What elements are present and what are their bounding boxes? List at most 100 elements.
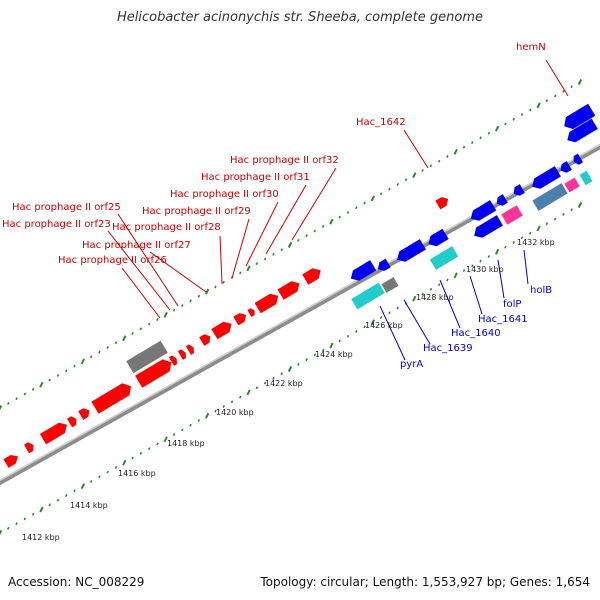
gene-label-hac1642: Hac_1642 — [356, 117, 406, 128]
lower-tick — [338, 339, 341, 343]
reverse-gene-0 — [350, 260, 377, 281]
forward-gene-3 — [67, 416, 77, 428]
lower-tick — [462, 269, 466, 273]
lower-tick — [520, 236, 524, 240]
forward-gene-11 — [211, 321, 232, 340]
scale-label-1428: 1428 kbp — [416, 293, 454, 302]
lower-tick — [15, 522, 18, 526]
lower-tick — [305, 358, 308, 362]
lower-tick — [346, 334, 350, 338]
reverse-gene-cyan-2 — [429, 246, 459, 270]
forward-gene-14 — [254, 293, 279, 314]
lower-tick — [80, 483, 86, 490]
upper-tick — [65, 369, 68, 373]
gene-label-orf32: Hac prophage II orf32 — [230, 155, 339, 166]
upper-tick — [553, 94, 557, 98]
scale-label-1430: 1430 kbp — [466, 265, 504, 274]
upper-tick — [379, 192, 383, 196]
gene-features — [3, 103, 598, 468]
reverse-gene-cyan — [351, 282, 385, 310]
lower-tick — [363, 325, 366, 329]
reverse-gene-steel — [532, 183, 568, 211]
scale-label-1424: 1424 kbp — [315, 350, 353, 359]
upper-tick — [529, 108, 532, 112]
forward-gene-12 — [233, 313, 247, 326]
gene-label-holB: holB — [530, 285, 552, 296]
lower-tick — [577, 202, 583, 208]
blue-callout-4 — [403, 299, 431, 345]
upper-tick — [222, 280, 225, 284]
backbone-line — [0, 143, 600, 486]
forward-gene-8 — [177, 349, 187, 360]
upper-tick — [147, 322, 151, 326]
upper-tick — [570, 85, 573, 89]
lower-tick — [246, 389, 251, 396]
reverse-gene-6 — [513, 184, 525, 196]
upper-tick — [31, 387, 35, 391]
lower-tick — [313, 353, 317, 357]
gene-label-orf29: Hac prophage II orf29 — [142, 206, 251, 217]
forward-gene-4 — [78, 408, 90, 420]
scale-label-1412: 1412 kbp — [22, 533, 60, 542]
lower-tick — [570, 208, 573, 212]
reverse-gene-holb-top — [567, 118, 598, 143]
upper-tick — [446, 155, 449, 158]
reverse-gene-8 — [560, 161, 572, 173]
upper-tick — [214, 285, 217, 289]
accession-text: Accession: NC_008229 — [8, 575, 145, 589]
upper-tick — [131, 332, 134, 335]
red-callout-9 — [149, 251, 207, 293]
lower-tick — [321, 348, 325, 352]
upper-tick — [437, 159, 441, 163]
upper-tick — [471, 141, 474, 145]
upper-tick — [23, 392, 27, 396]
lower-tick — [73, 489, 76, 493]
red-callout-5 — [231, 218, 250, 279]
upper-tick — [363, 201, 366, 205]
forward-gene-16 — [302, 268, 321, 285]
lower-tick — [504, 245, 507, 249]
upper-tick — [462, 145, 466, 149]
upper-tick — [487, 131, 491, 135]
lower-tick — [204, 412, 210, 419]
map-title: Helicobacter acinonychis str. Sheeba, co… — [116, 10, 483, 25]
upper-tick — [106, 345, 109, 349]
scale-label-1414: 1414 kbp — [70, 501, 108, 510]
upper-tick — [297, 238, 300, 242]
gene-label-orf26: Hac prophage II orf26 — [58, 255, 167, 266]
blue-callout-1 — [497, 259, 505, 299]
gene-label-hemN: hemN — [516, 42, 546, 53]
reverse-gene-magenta-2 — [564, 177, 580, 193]
lower-tick — [355, 330, 358, 333]
gene-label-pyrA: pyrA — [400, 359, 423, 370]
upper-tick — [80, 358, 86, 365]
lower-tick — [0, 530, 3, 536]
red-callout-10 — [121, 267, 161, 319]
lower-tick — [553, 217, 557, 221]
lower-tick — [329, 342, 334, 349]
gene-label-folP: folP — [503, 299, 521, 310]
lower-tick — [529, 231, 532, 235]
gene-label-hac1641: Hac_1641 — [478, 314, 528, 325]
lower-tick — [56, 498, 60, 502]
reverse-gene-magenta — [501, 205, 523, 225]
lower-tick — [536, 225, 541, 232]
lower-tick — [412, 295, 417, 302]
upper-tick — [114, 341, 118, 345]
lower-tick — [512, 241, 515, 244]
lower-tick — [65, 494, 68, 497]
lower-tick — [453, 272, 458, 279]
forward-gene-15 — [277, 281, 300, 300]
upper-tick — [545, 99, 549, 103]
reverse-gene-9 — [573, 153, 583, 165]
upper-tick — [15, 397, 18, 401]
reverse-gene-3 — [428, 228, 449, 247]
upper-tick — [346, 210, 350, 214]
lower-tick — [396, 306, 399, 310]
upper-tick — [338, 215, 341, 219]
forward-gene-13 — [247, 308, 255, 317]
forward-gene-0 — [3, 454, 19, 468]
upper-tick — [370, 195, 376, 202]
lower-tick — [287, 366, 293, 372]
